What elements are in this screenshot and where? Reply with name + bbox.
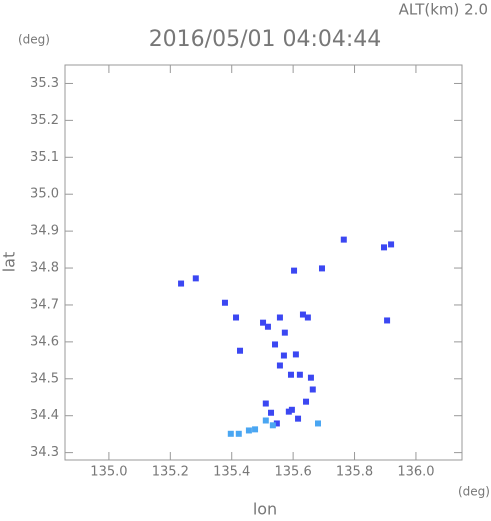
- echo-cell: [303, 398, 310, 405]
- echo-cell: [384, 317, 391, 324]
- echo-cell: [388, 241, 395, 248]
- echo-cell: [280, 352, 287, 359]
- echo-cell: [304, 314, 311, 321]
- y-tick-label: 34.5: [30, 371, 59, 386]
- echo-cell: [291, 267, 298, 274]
- echo-cell: [288, 406, 295, 413]
- echo-cell: [295, 415, 302, 422]
- x-tick-label: 135.6: [275, 465, 312, 480]
- echo-cell: [269, 422, 276, 429]
- echo-cell: [272, 341, 279, 348]
- echo-cell: [227, 430, 234, 437]
- echo-cell: [264, 323, 271, 330]
- echo-cell: [268, 409, 275, 416]
- echo-cell: [340, 236, 347, 243]
- echo-cell: [192, 275, 199, 282]
- x-tick-label: 135.2: [152, 465, 189, 480]
- echo-cell: [307, 374, 314, 381]
- y-tick-label: 35.3: [30, 76, 59, 91]
- echo-cell: [285, 408, 292, 415]
- echo-cell: [233, 314, 240, 321]
- echo-cell: [237, 347, 244, 354]
- echo-cell: [299, 311, 306, 318]
- y-tick-label: 34.8: [30, 261, 59, 276]
- y-tick-label: 35.0: [30, 187, 59, 202]
- echo-cell: [296, 371, 303, 378]
- echo-cell: [318, 265, 325, 272]
- y-tick-label: 34.9: [30, 224, 59, 239]
- echo-cell: [235, 430, 242, 437]
- altitude-label: ALT(km) 2.0: [399, 1, 488, 19]
- echo-cell: [260, 319, 267, 326]
- echo-cell: [221, 299, 228, 306]
- echo-cell: [381, 244, 388, 251]
- y-tick-label: 34.4: [30, 408, 59, 423]
- echo-cell: [287, 371, 294, 378]
- echo-cell: [252, 426, 259, 433]
- y-tick-label: 34.3: [30, 445, 59, 460]
- x-tick-label: 136.0: [397, 465, 434, 480]
- echo-cell: [276, 362, 283, 369]
- y-tick-label: 34.7: [30, 297, 59, 312]
- plot-frame: [64, 64, 463, 461]
- x-tick-label: 135.4: [213, 465, 250, 480]
- echo-cell: [178, 280, 185, 287]
- y-tick-label: 35.1: [30, 150, 59, 165]
- y-unit: (deg): [18, 33, 50, 47]
- echo-cell: [314, 420, 321, 427]
- echo-cell: [262, 417, 269, 424]
- echo-cell: [245, 427, 252, 434]
- echo-cell: [262, 400, 269, 407]
- x-tick-label: 135.8: [336, 465, 373, 480]
- x-tick-label: 135.0: [90, 465, 127, 480]
- echo-cell: [281, 329, 288, 336]
- x-axis-label: lon: [253, 500, 277, 519]
- echo-cell: [309, 386, 316, 393]
- y-axis-label: lat: [0, 252, 19, 273]
- echo-cell: [273, 420, 280, 427]
- chart-title: 2016/05/01 04:04:44: [149, 27, 382, 52]
- y-tick-label: 34.6: [30, 334, 59, 349]
- y-tick-label: 35.2: [30, 113, 59, 128]
- echo-cell: [276, 314, 283, 321]
- x-unit: (deg): [458, 485, 490, 499]
- echo-cell: [292, 351, 299, 358]
